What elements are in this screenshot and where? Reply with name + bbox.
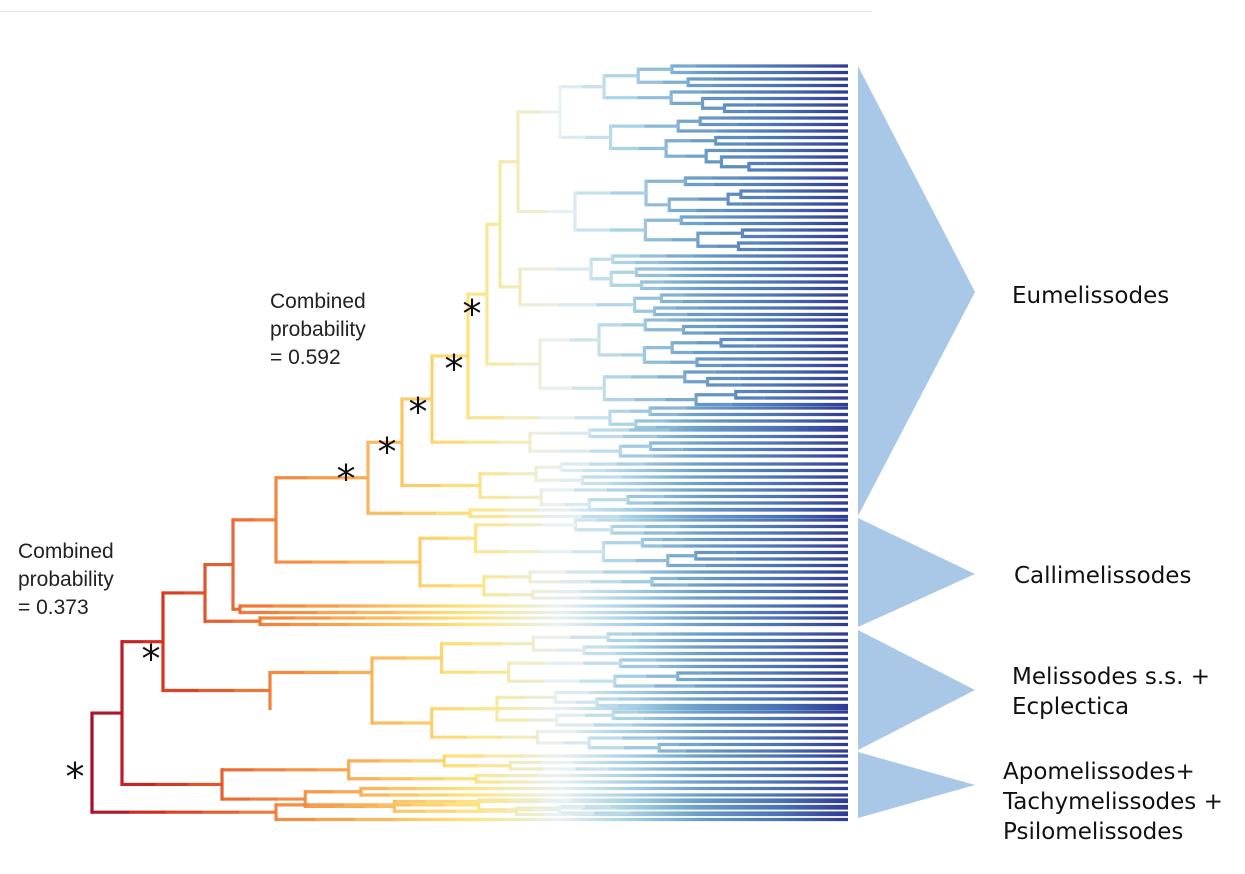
significance-star: *	[142, 637, 161, 681]
significance-star: *	[66, 755, 85, 799]
clade-label-line: Ecplectica	[1012, 694, 1130, 720]
triangle-eumelissodes	[858, 66, 975, 516]
annotation-line: = 0.592	[270, 346, 341, 369]
triangle-melissodes-ss	[858, 630, 975, 750]
clade-label-line: Psilomelissodes	[1003, 819, 1184, 845]
significance-star: *	[445, 347, 464, 391]
annotation-combined-probability-inner: Combined probability = 0.592	[270, 288, 366, 372]
significance-star: *	[409, 390, 428, 434]
clade-label-apomelissodes: Apomelissodes+ Tachymelissodes + Psilome…	[1003, 757, 1223, 847]
annotation-line: probability	[270, 318, 366, 341]
significance-star: *	[463, 292, 482, 336]
annotation-line: Combined	[270, 290, 366, 313]
clade-label-line: Melissodes s.s. +	[1012, 664, 1211, 690]
clade-label-melissodes-ss: Melissodes s.s. + Ecplectica	[1012, 662, 1210, 722]
annotation-line: Combined	[18, 540, 114, 563]
significance-star: *	[378, 430, 397, 474]
clade-label-line: Tachymelissodes +	[1003, 789, 1223, 815]
clade-label-line: Callimelissodes	[1014, 563, 1192, 589]
clade-label-line: Eumelissodes	[1012, 283, 1170, 309]
top-divider	[0, 11, 872, 12]
annotation-line: = 0.373	[18, 596, 89, 619]
triangle-apomelissodes	[858, 752, 975, 818]
clade-label-callimelissodes: Callimelissodes	[1014, 561, 1191, 591]
annotation-combined-probability-root: Combined probability = 0.373	[18, 538, 114, 622]
clade-label-eumelissodes: Eumelissodes	[1012, 281, 1169, 311]
triangle-callimelissodes	[858, 518, 975, 627]
clade-label-line: Apomelissodes+	[1003, 759, 1195, 785]
annotation-line: probability	[18, 568, 114, 591]
significance-star: *	[337, 457, 356, 501]
